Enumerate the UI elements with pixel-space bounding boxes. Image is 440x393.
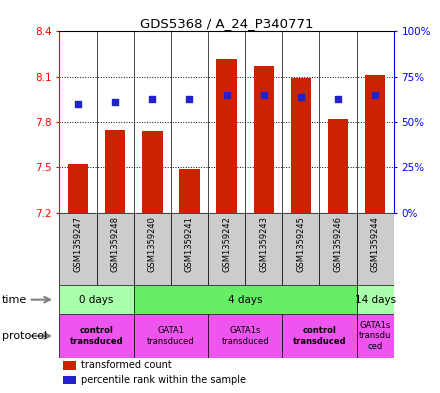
Title: GDS5368 / A_24_P340771: GDS5368 / A_24_P340771 — [140, 17, 313, 30]
Bar — [171, 213, 208, 285]
Bar — [245, 213, 282, 285]
Point — [260, 92, 267, 98]
Bar — [134, 285, 357, 314]
Text: control
transduced: control transduced — [293, 326, 346, 346]
Bar — [216, 59, 237, 213]
Point — [186, 95, 193, 102]
Bar — [142, 131, 162, 213]
Text: 0 days: 0 days — [79, 295, 114, 305]
Text: GSM1359240: GSM1359240 — [148, 217, 157, 272]
Text: percentile rank within the sample: percentile rank within the sample — [81, 375, 246, 385]
Text: GATA1
transduced: GATA1 transduced — [147, 326, 194, 346]
Bar — [253, 66, 274, 213]
Bar — [291, 78, 311, 213]
Bar — [357, 213, 394, 285]
Text: GSM1359246: GSM1359246 — [334, 217, 343, 272]
Bar — [134, 314, 208, 358]
Text: GSM1359241: GSM1359241 — [185, 217, 194, 272]
Point — [74, 101, 81, 107]
Text: transformed count: transformed count — [81, 360, 172, 371]
Bar — [63, 376, 76, 384]
Bar — [68, 165, 88, 213]
Bar — [59, 285, 134, 314]
Bar — [63, 361, 76, 370]
Text: GATA1s
transduced: GATA1s transduced — [221, 326, 269, 346]
Text: 4 days: 4 days — [228, 295, 262, 305]
Text: GSM1359248: GSM1359248 — [110, 217, 120, 272]
Point — [112, 99, 119, 105]
Text: 14 days: 14 days — [355, 295, 396, 305]
Text: protocol: protocol — [2, 331, 48, 341]
Bar — [282, 314, 357, 358]
Point — [149, 95, 156, 102]
Bar — [179, 169, 200, 213]
Text: GSM1359242: GSM1359242 — [222, 217, 231, 272]
Text: GSM1359244: GSM1359244 — [371, 217, 380, 272]
Bar — [59, 314, 134, 358]
Text: GSM1359247: GSM1359247 — [73, 217, 82, 272]
Bar — [357, 285, 394, 314]
Point — [334, 95, 341, 102]
Bar — [208, 213, 245, 285]
Bar — [208, 314, 282, 358]
Text: control
transduced: control transduced — [70, 326, 123, 346]
Text: GATA1s
transdu
ced: GATA1s transdu ced — [359, 321, 392, 351]
Point — [297, 94, 304, 100]
Bar — [365, 75, 385, 213]
Text: time: time — [2, 295, 27, 305]
Bar — [59, 213, 96, 285]
Point — [372, 92, 379, 98]
Text: GSM1359245: GSM1359245 — [297, 217, 305, 272]
Bar — [357, 314, 394, 358]
Bar — [319, 213, 357, 285]
Bar — [282, 213, 319, 285]
Bar — [105, 130, 125, 213]
Bar — [96, 213, 134, 285]
Bar — [328, 119, 348, 213]
Bar — [134, 213, 171, 285]
Point — [223, 92, 230, 98]
Text: GSM1359243: GSM1359243 — [259, 217, 268, 272]
